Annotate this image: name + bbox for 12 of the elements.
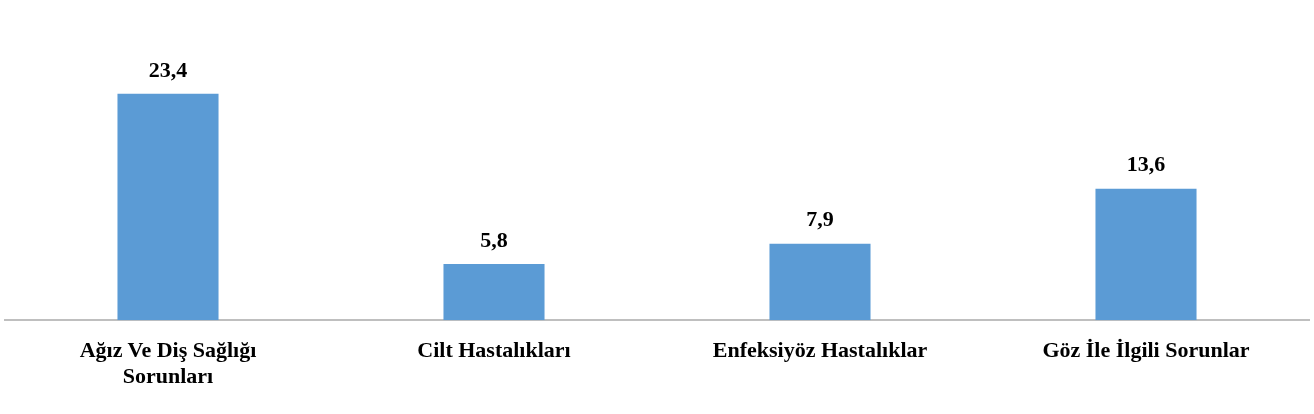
bar [117,93,219,321]
data-label: 5,8 [480,226,508,252]
bar [769,243,871,321]
x-tick-label: Enfeksiyöz Hastalıklar [712,337,928,363]
data-label: 23,4 [148,56,188,82]
x-tick-label: Göz İle İlgili Sorunlar [1042,337,1250,363]
data-label: 13,6 [1126,151,1166,177]
bar [443,264,545,321]
x-tick-label: Cilt Hastalıkları [417,337,571,363]
x-tick-label: Ağız Ve Diş Sağlığı Sorunları [79,337,257,389]
data-label: 7,9 [806,206,834,232]
bar [1095,188,1197,321]
